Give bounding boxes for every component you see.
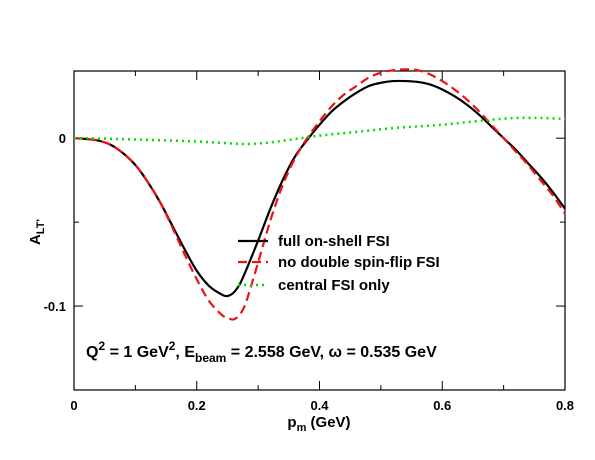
x-tick-label: 0.4 [310,398,329,413]
legend-label-full: full on-shell FSI [278,233,390,250]
x-tick-label: 0 [70,398,77,413]
x-axis-ticks: 0 0.2 0.4 0.6 0.8 [70,71,574,413]
series-line-1 [73,68,566,321]
legend-label-no-double: no double spin-flip FSI [278,254,440,271]
y-tick-label: -0.1 [44,299,66,314]
plot-frame [73,70,566,391]
x-tick-label: 0.8 [556,398,574,413]
kinematics-annotation: Q2 = 1 GeV2, Ebeam = 2.558 GeV, ω = 0.53… [86,339,437,365]
x-axis-label: pm (GeV) [287,414,350,434]
y-axis-label: ALT' [27,219,47,245]
series-lines [73,68,566,321]
y-tick-label: 0 [59,131,66,146]
series-line-2 [73,116,566,146]
x-tick-label: 0.6 [433,398,451,413]
legend-label-central: central FSI only [278,277,390,294]
x-tick-label: 0.2 [188,398,206,413]
legend: full on-shell FSI no double spin-flip FS… [238,233,440,294]
y-axis-ticks: 0 -0.1 [44,131,565,391]
